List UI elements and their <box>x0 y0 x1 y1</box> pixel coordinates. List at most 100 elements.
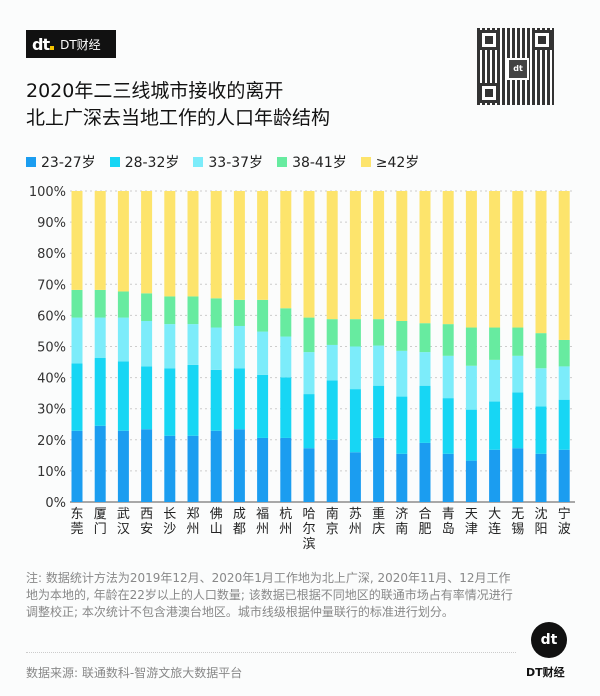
stacked-bar-chart: 0% 10% 20% 30% 40% 50% 60% 70% 80% 90% 100% 东莞厦门武汉西… <box>29 185 575 552</box>
x-tick-label: 济南 <box>395 507 408 537</box>
dt-logo-icon: dt <box>32 35 55 54</box>
bar-segment <box>71 191 83 290</box>
legend-swatch <box>26 157 36 167</box>
bar-segment <box>535 406 547 454</box>
bar-segment <box>94 358 106 426</box>
x-tick-label: 哈尔滨 <box>302 507 315 552</box>
bar-segment <box>141 191 153 294</box>
bar-segment <box>233 299 245 326</box>
bar-segment <box>558 191 570 340</box>
divider <box>26 652 516 653</box>
bar-segment <box>442 191 454 325</box>
bar-segment <box>187 191 199 297</box>
bar-segment <box>535 333 547 369</box>
bar-segment <box>164 324 176 369</box>
legend-item: ≥42岁 <box>360 152 419 172</box>
bar-segment <box>233 429 245 502</box>
bar-segment <box>210 327 222 370</box>
bar-segment <box>419 191 431 324</box>
bar-segment <box>419 323 431 353</box>
x-tick-label: 天津 <box>465 507 478 537</box>
bar-segment <box>280 191 292 309</box>
bar-segment <box>465 191 477 328</box>
bar-segment <box>71 289 83 318</box>
bar-segment <box>71 430 83 502</box>
bar-segment <box>349 346 361 390</box>
bar-segment <box>558 449 570 502</box>
bar-segment <box>141 320 153 367</box>
bar-segment <box>396 191 408 321</box>
x-tick-label: 青岛 <box>442 507 455 537</box>
bar-segment <box>71 363 83 431</box>
title-line-2: 北上广深去当地工作的人口年龄结构 <box>26 107 331 129</box>
bar-segment <box>164 191 176 297</box>
legend-item: 33-37岁 <box>193 152 263 172</box>
bar-segment <box>512 448 524 502</box>
bar-segment <box>326 439 338 502</box>
legend-swatch <box>193 157 204 167</box>
bar-segment <box>233 191 245 300</box>
bar-segment <box>349 319 361 347</box>
bar-segment <box>512 327 524 356</box>
bar-segment <box>210 369 222 431</box>
bar-segment <box>326 380 338 440</box>
bar-segment <box>512 191 524 328</box>
chart-title: 2020年二三线城市接收的离开 北上广深去当地工作的人口年龄结构 <box>26 78 330 132</box>
x-tick-label: 福州 <box>256 507 269 537</box>
bar-segment <box>303 448 315 502</box>
y-tick-label: 10% <box>37 465 66 480</box>
bar-segment <box>280 336 292 378</box>
brand-header: dt DT财经 <box>26 30 116 58</box>
bar-segment <box>280 437 292 502</box>
bar-segment <box>442 453 454 502</box>
bar-segment <box>94 425 106 502</box>
x-tick-label: 杭州 <box>279 507 292 537</box>
bar-segment <box>349 191 361 320</box>
bar-segment <box>117 361 129 431</box>
x-tick-label: 佛山 <box>210 507 223 537</box>
bar-segment <box>164 368 176 436</box>
bar-segment <box>187 324 199 365</box>
bar-segment <box>489 191 501 328</box>
bar-segment <box>164 296 176 325</box>
y-tick-label: 80% <box>37 247 66 262</box>
bar-segment <box>210 191 222 299</box>
legend-item: 28-32岁 <box>109 152 179 172</box>
legend-label: 23-27岁 <box>41 155 96 171</box>
footnote: 注: 数据统计方法为2019年12月、2020年1月工作地为北上广深, 2020… <box>26 571 513 619</box>
bar-segment <box>373 437 385 502</box>
x-tick-label: 厦门 <box>94 507 107 537</box>
bar-segment <box>326 191 338 320</box>
bar-segment <box>419 385 431 443</box>
bar-segment <box>187 435 199 502</box>
y-tick-label: 50% <box>37 341 66 356</box>
y-tick-label: 90% <box>37 216 66 231</box>
bar-segment <box>373 345 385 386</box>
bar-segment <box>233 325 245 369</box>
bar-segment <box>558 366 570 400</box>
y-tick-label: 40% <box>37 372 66 387</box>
dt-logo-badge-icon: dt <box>531 622 567 658</box>
y-tick-label: 70% <box>37 278 66 293</box>
bar-segment <box>233 368 245 430</box>
bar-segment <box>326 344 338 381</box>
bar-segment <box>71 317 83 364</box>
bar-segment <box>349 389 361 453</box>
bar-segment <box>257 191 269 300</box>
bar-segment <box>303 352 315 395</box>
data-source: 数据来源: 联通数科-智游文旅大数据平台 <box>26 666 243 680</box>
bar-segment <box>117 317 129 362</box>
bar-segment <box>303 317 315 353</box>
bar-segment <box>94 289 106 318</box>
bar-segment <box>210 298 222 328</box>
bar-segment <box>442 398 454 454</box>
bar-segment <box>187 296 199 325</box>
bar-segment <box>187 364 199 436</box>
bar-segment <box>373 319 385 346</box>
bar-segment <box>94 191 106 290</box>
bar-segment <box>465 460 477 502</box>
legend-swatch <box>360 157 371 167</box>
bar-segment <box>117 291 129 318</box>
x-tick-label: 苏州 <box>349 506 362 537</box>
